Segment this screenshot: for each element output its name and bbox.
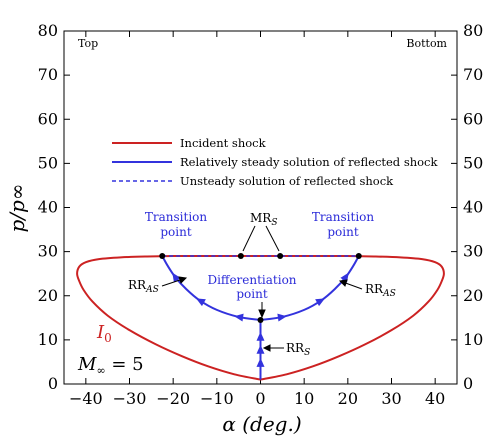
pointer-mr-to-right xyxy=(265,225,280,252)
pointer-diff-head xyxy=(258,309,266,319)
y-tick-label-left: 60 xyxy=(38,109,58,128)
y-axis-label: p/p∞ xyxy=(5,183,29,232)
y-tick-label-right: 70 xyxy=(463,65,483,84)
flow-arrow-stem-mid xyxy=(256,344,265,354)
flow-arrow-right-1 xyxy=(277,313,287,322)
x-tick-label: 30 xyxy=(381,389,401,408)
corner-label-top: Top xyxy=(78,37,98,50)
y-tick-label-right: 10 xyxy=(463,330,483,349)
annotation-rr-s: RRS xyxy=(286,341,310,358)
tick-group: −40 −30 −20 −10 0 10 20 30 40 0 0 10 10 20 20 30 30 40 40 5… xyxy=(38,21,484,408)
annotation-differentiation-1: Differentiation xyxy=(207,273,296,287)
marker-point-2 xyxy=(277,253,284,260)
x-tick-label: −40 xyxy=(69,389,103,408)
y-tick-label-right: 50 xyxy=(463,153,483,172)
marker-point-1 xyxy=(237,253,244,260)
flow-arrow-stem-high xyxy=(256,331,265,341)
legend: Incident shock Relatively steady solutio… xyxy=(112,136,438,188)
x-tick-label: 40 xyxy=(425,389,445,408)
marker-point-4 xyxy=(257,317,264,324)
y-tick-label-left: 50 xyxy=(38,153,58,172)
series-steady-reflected-right xyxy=(260,255,360,322)
y-tick-label-left: 80 xyxy=(38,21,58,40)
marker-group xyxy=(159,253,362,324)
legend-label-incident: Incident shock xyxy=(180,136,267,150)
x-tick-label: 10 xyxy=(294,389,314,408)
y-tick-label-right: 30 xyxy=(463,242,483,261)
y-tick-label-right: 60 xyxy=(463,109,483,128)
marker-point-3 xyxy=(355,253,362,260)
x-axis-label: α (deg.) xyxy=(222,412,301,436)
corner-label-bottom: Bottom xyxy=(406,37,447,50)
y-tick-label-right: 0 xyxy=(463,374,473,393)
marker-point-0 xyxy=(159,253,166,260)
y-tick-label-right: 40 xyxy=(463,198,483,217)
flow-arrow-group xyxy=(172,272,349,367)
y-tick-label-left: 70 xyxy=(38,65,58,84)
annotation-rr-as-right: RRAS xyxy=(365,282,396,299)
annotation-differentiation-2: point xyxy=(236,287,267,301)
pointer-rr-as-right-head xyxy=(338,279,348,287)
y-tick-label-left: 10 xyxy=(38,330,58,349)
y-tick-label-right: 80 xyxy=(463,21,483,40)
flow-arrow-right-2 xyxy=(315,298,325,307)
annotation-transition-right-2: point xyxy=(327,225,358,239)
annotation-pointers xyxy=(161,225,363,352)
flow-arrow-left-3 xyxy=(172,272,181,283)
y-tick-label-left: 30 xyxy=(38,242,58,261)
annotation-transition-left-2: point xyxy=(160,225,191,239)
pointer-rr-s-head xyxy=(262,344,271,352)
annotation-transition-left-1: Transition xyxy=(145,210,208,224)
pointer-rr-as-left-head xyxy=(178,276,188,284)
pointer-mr-to-left xyxy=(242,225,256,252)
flow-arrow-left-2 xyxy=(196,298,206,307)
annotation-mr-s: MRS xyxy=(250,211,278,228)
plot-frame xyxy=(63,30,458,385)
x-tick-label: −20 xyxy=(156,389,190,408)
legend-label-unsteady: Unsteady solution of reflected shock xyxy=(180,174,394,188)
y-tick-label-left: 0 xyxy=(48,374,58,393)
legend-label-steady: Relatively steady solution of reflected … xyxy=(180,155,438,169)
x-tick-label: 0 xyxy=(255,389,265,408)
x-tick-label: −10 xyxy=(200,389,234,408)
y-tick-label-right: 20 xyxy=(463,286,483,305)
annotation-incident-label: I0 xyxy=(96,322,112,345)
annotation-transition-right-1: Transition xyxy=(312,210,375,224)
y-tick-label-left: 20 xyxy=(38,286,58,305)
y-tick-label-left: 40 xyxy=(38,198,58,217)
flow-arrow-stem-low xyxy=(256,357,265,367)
flow-arrow-left-1 xyxy=(234,313,244,322)
annotation-rr-as-left: RRAS xyxy=(128,278,159,295)
x-tick-label: −30 xyxy=(113,389,147,408)
x-tick-label: 20 xyxy=(338,389,358,408)
annotation-mach-label: M∞ = 5 xyxy=(77,354,144,377)
